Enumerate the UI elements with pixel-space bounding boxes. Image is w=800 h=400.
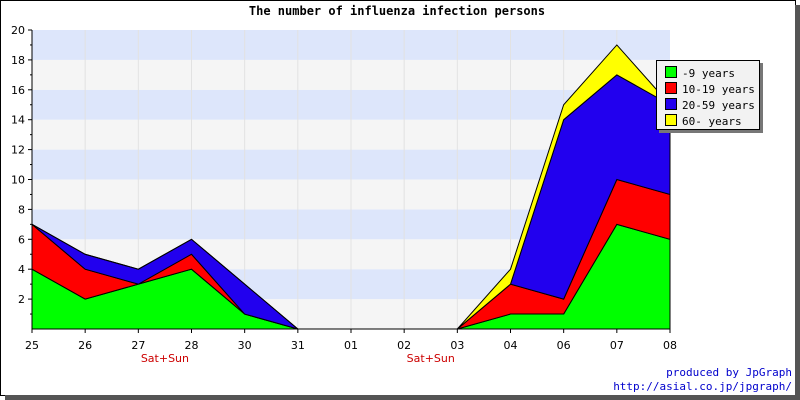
- y-tick-label: 10: [11, 174, 25, 187]
- legend-swatch: [665, 82, 677, 94]
- chart-legend: -9 years 10-19 years 20-59 years 60- yea…: [656, 60, 760, 130]
- chart-title: The number of influenza infection person…: [248, 4, 546, 18]
- y-tick-label: 12: [11, 144, 25, 157]
- x-tick-label: 07: [610, 339, 624, 352]
- x-tick-label: 02: [397, 339, 411, 352]
- x-tick-label: 01: [344, 339, 358, 352]
- frame-shadow-bottom: [5, 395, 800, 400]
- legend-item: 10-19 years: [665, 82, 755, 96]
- legend-swatch: [665, 114, 677, 126]
- x-tick-label: 04: [504, 339, 518, 352]
- weekend-label: Sat+Sun: [141, 352, 189, 365]
- legend-label: 20-59 years: [682, 99, 755, 112]
- legend-swatch: [665, 98, 677, 110]
- x-tick-label: 26: [78, 339, 92, 352]
- y-tick-label: 20: [11, 24, 25, 37]
- legend-label: 10-19 years: [682, 83, 755, 96]
- legend-swatch: [665, 66, 677, 78]
- y-tick-label: 8: [18, 203, 25, 216]
- legend-item: 60- years: [665, 114, 742, 128]
- y-tick-label: 2: [18, 293, 25, 306]
- y-tick-label: 16: [11, 84, 25, 97]
- x-tick-label: 25: [25, 339, 39, 352]
- legend-item: 20-59 years: [665, 98, 755, 112]
- credit-jpgraph: produced by JpGraph: [666, 366, 792, 379]
- y-tick-label: 4: [18, 263, 25, 276]
- x-tick-label: 27: [131, 339, 145, 352]
- y-tick-label: 18: [11, 54, 25, 67]
- x-tick-label: 08: [663, 339, 677, 352]
- frame-shadow-right: [795, 5, 800, 400]
- x-tick-label: 30: [238, 339, 252, 352]
- legend-item: -9 years: [665, 66, 735, 80]
- legend-label: -9 years: [682, 67, 735, 80]
- x-tick-label: 28: [185, 339, 199, 352]
- weekend-label: Sat+Sun: [407, 352, 455, 365]
- y-tick-label: 14: [11, 114, 25, 127]
- y-tick-label: 6: [18, 233, 25, 246]
- credit-url-link[interactable]: http://asial.co.jp/jpgraph/: [613, 380, 792, 393]
- legend-label: 60- years: [682, 115, 742, 128]
- x-tick-label: 31: [291, 339, 305, 352]
- x-tick-label: 06: [557, 339, 571, 352]
- x-tick-label: 03: [450, 339, 464, 352]
